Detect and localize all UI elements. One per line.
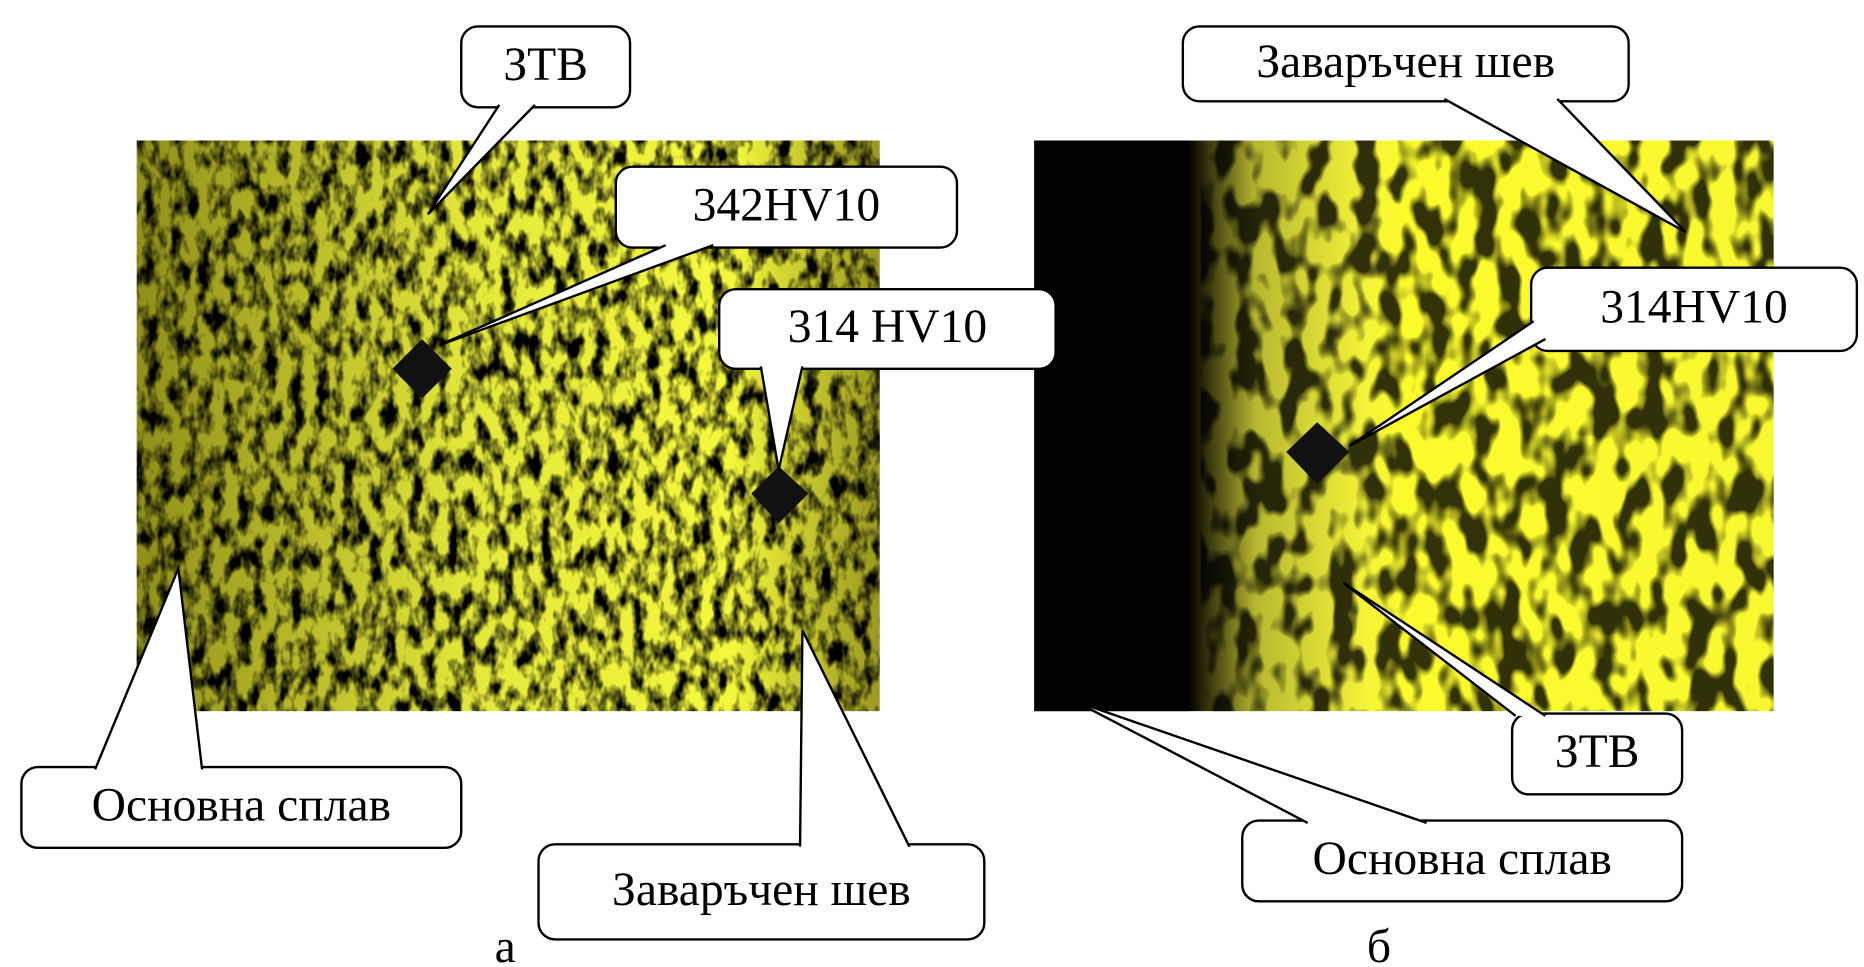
panel-label: б [1367,921,1391,967]
callout-text: ЗТВ [503,39,588,91]
callout-text: Заваръчен шев [612,864,911,916]
callout-text: Основна сплав [92,780,391,832]
callout-text: 342HV10 [693,179,881,231]
callout-text: Заваръчен шев [1256,36,1555,88]
callout-text: ЗТВ [1555,726,1640,778]
callout-pointer-edge [1076,702,1427,823]
callout-text: Основна сплав [1313,833,1612,885]
callout-text: 314HV10 [1600,282,1788,334]
panel-label: а [495,921,516,967]
callout-text: 314 HV10 [788,301,987,353]
figure: а б ЗТВ 342HV10 314 HV10 Основна сплав Завар… [0,0,1864,967]
